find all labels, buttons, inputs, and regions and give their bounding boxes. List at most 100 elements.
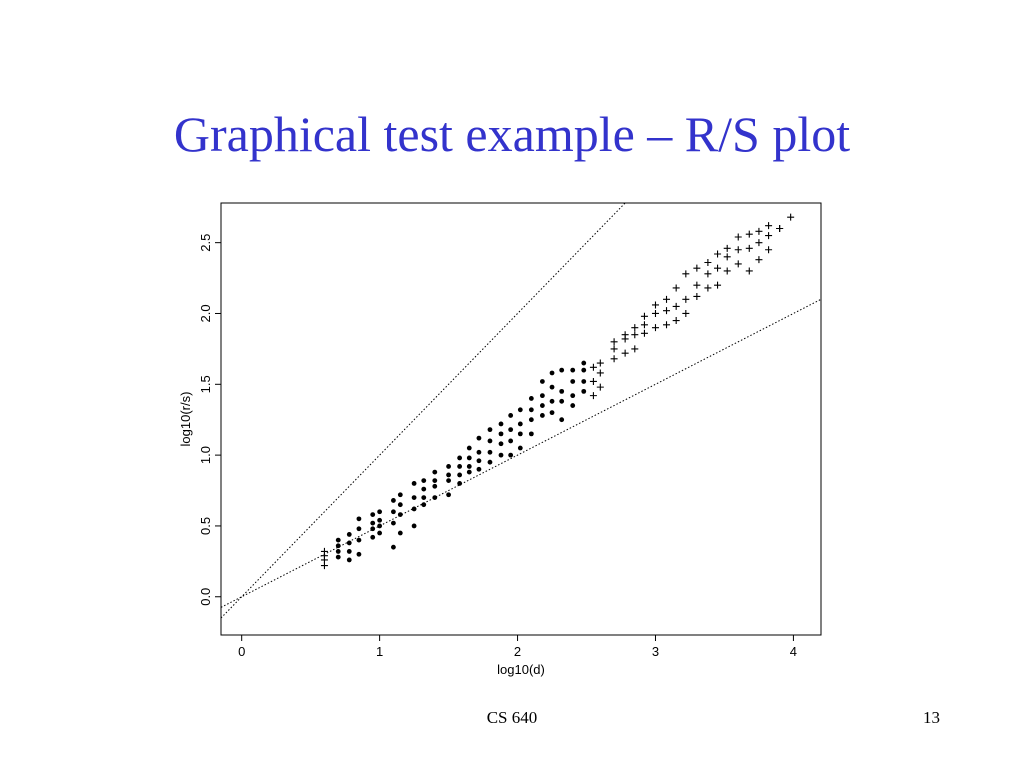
data-point <box>391 498 396 503</box>
data-point <box>596 383 604 391</box>
data-point <box>663 321 671 329</box>
data-point <box>498 452 504 458</box>
y-tick-label: 1.0 <box>198 446 213 464</box>
data-point <box>391 520 396 526</box>
data-point <box>539 379 545 384</box>
data-point <box>570 367 576 373</box>
x-tick-label: 3 <box>652 644 659 659</box>
data-point <box>539 413 545 418</box>
data-point <box>446 472 451 478</box>
data-point <box>682 295 690 303</box>
data-point <box>498 441 504 447</box>
data-point <box>487 459 493 465</box>
data-point <box>421 486 427 492</box>
y-axis-label: log10(r/s) <box>178 392 193 447</box>
y-tick-label: 0.0 <box>198 588 213 606</box>
data-point <box>570 379 576 384</box>
data-point <box>476 449 482 455</box>
data-point <box>335 549 341 554</box>
data-point <box>411 481 417 486</box>
data-point <box>734 246 742 254</box>
data-point <box>776 224 784 232</box>
data-point <box>734 233 742 241</box>
data-point <box>640 312 648 320</box>
data-point <box>559 388 565 394</box>
data-point <box>432 478 438 484</box>
data-point <box>539 403 545 408</box>
footer-page-number: 13 <box>923 708 940 727</box>
data-point <box>581 360 587 366</box>
data-point <box>421 495 427 501</box>
data-point <box>508 452 514 458</box>
data-point <box>508 427 514 433</box>
data-point <box>745 230 753 238</box>
data-point <box>466 469 472 475</box>
data-point <box>335 543 341 549</box>
data-point <box>370 526 376 532</box>
data-point <box>377 523 383 529</box>
data-point <box>391 544 396 550</box>
data-point <box>704 258 712 266</box>
data-point <box>411 495 417 501</box>
data-point <box>476 458 482 464</box>
data-point <box>356 516 362 522</box>
data-point <box>397 492 403 498</box>
data-point <box>640 321 648 329</box>
data-point <box>320 547 328 555</box>
axes: 0 1 2 3 4 0.0 0.5 1.0 1.5 2.0 2.5 <box>198 234 797 659</box>
footer-course: CS 640 <box>486 708 538 727</box>
data-point <box>397 502 403 508</box>
data-point <box>528 407 534 413</box>
data-point <box>559 417 565 423</box>
slide-title: Graphical test example – R/S plot <box>173 106 851 162</box>
data-point <box>356 551 362 557</box>
data-point <box>765 222 773 230</box>
data-point <box>631 331 639 339</box>
data-point <box>476 435 482 441</box>
data-point <box>755 256 763 264</box>
data-point <box>714 264 722 272</box>
data-point <box>589 363 597 371</box>
data-point <box>487 427 493 433</box>
data-point <box>432 483 438 489</box>
data-point <box>457 472 463 478</box>
data-point <box>621 331 629 339</box>
data-point <box>640 329 648 337</box>
data-point <box>651 324 659 332</box>
data-point <box>528 417 534 423</box>
data-point <box>549 370 555 376</box>
data-point <box>487 449 493 455</box>
data-point <box>457 464 463 469</box>
data-point <box>755 227 763 235</box>
data-point <box>498 421 504 427</box>
data-point <box>411 523 417 529</box>
data-point <box>335 537 341 543</box>
data-point <box>466 445 472 451</box>
y-tick-label: 2.0 <box>198 304 213 322</box>
data-point <box>745 267 753 275</box>
data-point <box>377 530 383 536</box>
data-point <box>539 393 545 399</box>
data-point <box>596 369 604 377</box>
data-point <box>581 379 587 384</box>
data-point <box>581 388 587 394</box>
data-point <box>723 267 731 275</box>
data-point <box>723 244 731 252</box>
data-point <box>411 506 417 512</box>
y-tick-label: 1.5 <box>198 375 213 393</box>
data-point <box>391 509 396 515</box>
data-point <box>466 464 472 469</box>
data-point <box>356 526 362 532</box>
x-tick-label: 1 <box>376 644 383 659</box>
data-point <box>356 537 362 543</box>
data-point <box>346 549 352 554</box>
data-point <box>487 438 493 444</box>
data-point <box>370 534 376 540</box>
data-point <box>755 239 763 247</box>
data-point <box>508 413 514 418</box>
x-tick-label: 4 <box>790 644 797 659</box>
x-tick-label: 0 <box>238 644 245 659</box>
data-point <box>432 495 438 501</box>
data-points <box>320 213 795 570</box>
data-point <box>663 295 671 303</box>
